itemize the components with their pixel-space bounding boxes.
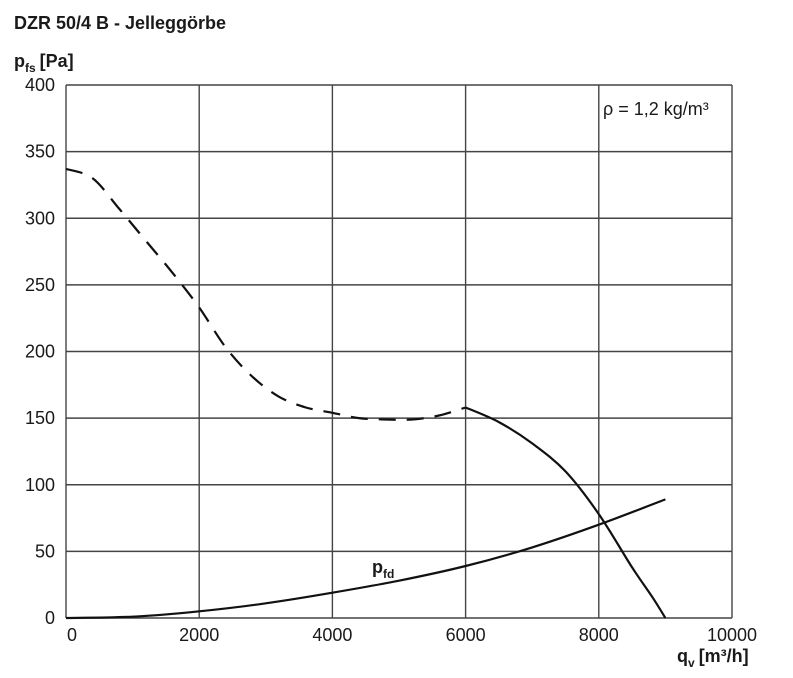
x-axis-label-main: q — [677, 646, 688, 666]
x-tick-label: 10000 — [707, 625, 757, 645]
x-axis-label-sub: v — [688, 656, 695, 670]
y-axis-label-sub: fs — [25, 61, 36, 75]
y-tick-labels: 0 50 100 150 200 250 300 350 400 — [25, 75, 55, 628]
x-tick-labels: 0 2000 4000 6000 8000 10000 — [67, 625, 757, 645]
y-axis-label: pfs [Pa] — [14, 51, 74, 75]
grid-lines — [65, 84, 733, 619]
x-tick-label: 0 — [67, 625, 77, 645]
y-tick-label: 350 — [25, 142, 55, 162]
series-label-main: p — [372, 557, 383, 577]
series-label-sub: fd — [383, 567, 394, 581]
y-tick-label: 200 — [25, 342, 55, 362]
curve-pfs-dashed — [65, 167, 466, 421]
y-axis-label-main: p — [14, 51, 25, 71]
curves — [65, 167, 667, 620]
x-tick-label: 2000 — [179, 625, 219, 645]
y-axis-label-unit: [Pa] — [40, 51, 74, 71]
x-tick-label: 6000 — [446, 625, 486, 645]
y-tick-label: 100 — [25, 475, 55, 495]
density-annotation: ρ = 1,2 kg/m³ — [603, 99, 709, 119]
x-tick-label: 8000 — [579, 625, 619, 645]
y-tick-label: 50 — [35, 541, 55, 561]
y-tick-label: 300 — [25, 208, 55, 228]
y-tick-label: 150 — [25, 408, 55, 428]
x-tick-label: 4000 — [312, 625, 352, 645]
curve-pfd — [65, 498, 666, 620]
y-tick-label: 250 — [25, 275, 55, 295]
x-axis-label: qv [m³/h] — [677, 646, 749, 670]
chart-title: DZR 50/4 B - Jelleggörbe — [14, 13, 227, 33]
x-axis-label-unit: [m³/h] — [699, 646, 749, 666]
y-tick-label: 0 — [45, 608, 55, 628]
series-label-pfd: pfd — [372, 557, 394, 581]
curve-pfs-solid — [465, 406, 667, 619]
y-tick-label: 400 — [25, 75, 55, 95]
